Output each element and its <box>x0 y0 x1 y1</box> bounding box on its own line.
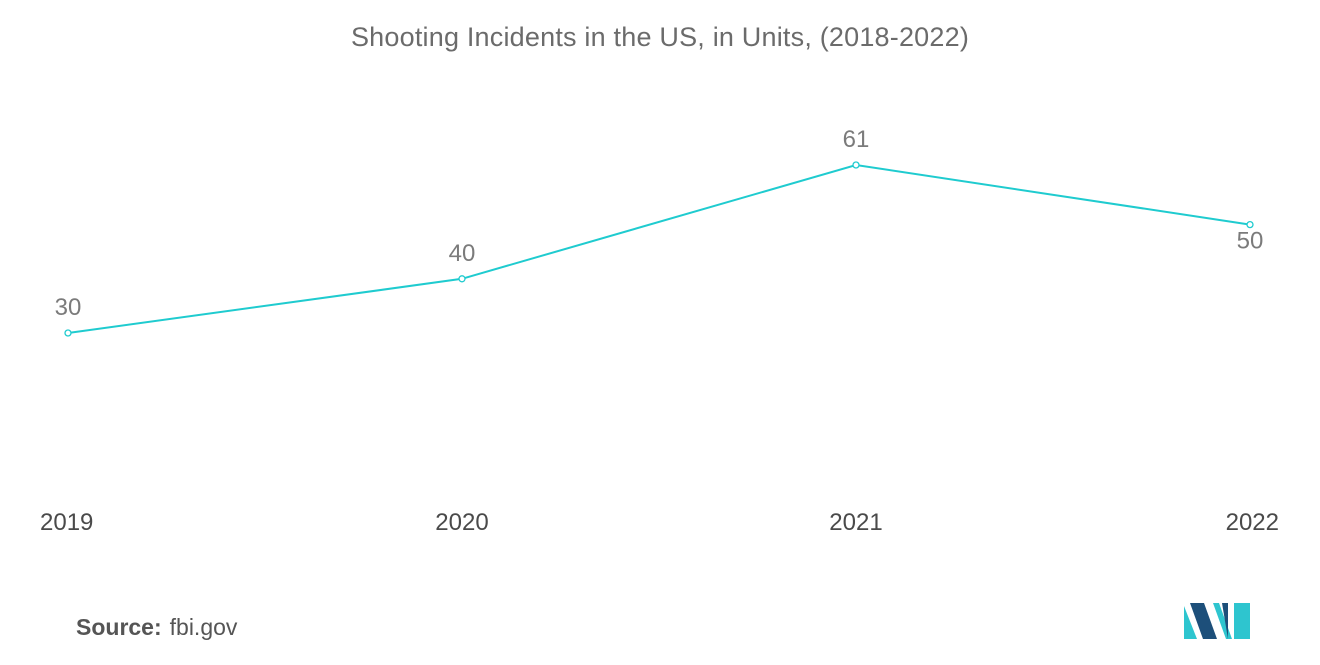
data-point <box>64 329 72 337</box>
chart-title: Shooting Incidents in the US, in Units, … <box>350 22 970 52</box>
x-tick-label: 2021 <box>829 509 882 536</box>
line-chart: 30 40 61 50 2019 2020 2021 2022 <box>40 126 1279 536</box>
x-tick-label: 2022 <box>1226 509 1279 536</box>
x-tick-label: 2020 <box>435 509 488 536</box>
source-value: fbi.gov <box>169 614 238 640</box>
data-label: 30 <box>55 294 82 321</box>
series-line <box>67 163 1251 334</box>
data-point <box>458 275 466 283</box>
data-point <box>852 161 860 169</box>
source-note: Source: fbi.gov <box>76 614 237 641</box>
plot-area: 30 40 61 50 2019 2020 2021 2022 <box>40 126 1279 536</box>
data-label: 50 <box>1237 228 1264 255</box>
data-label: 40 <box>449 240 476 267</box>
data-point <box>1246 220 1254 229</box>
source-label: Source: <box>76 614 162 640</box>
x-tick-label: 2019 <box>40 509 93 536</box>
brand-logo-icon <box>1184 603 1250 639</box>
data-label: 61 <box>843 126 870 153</box>
